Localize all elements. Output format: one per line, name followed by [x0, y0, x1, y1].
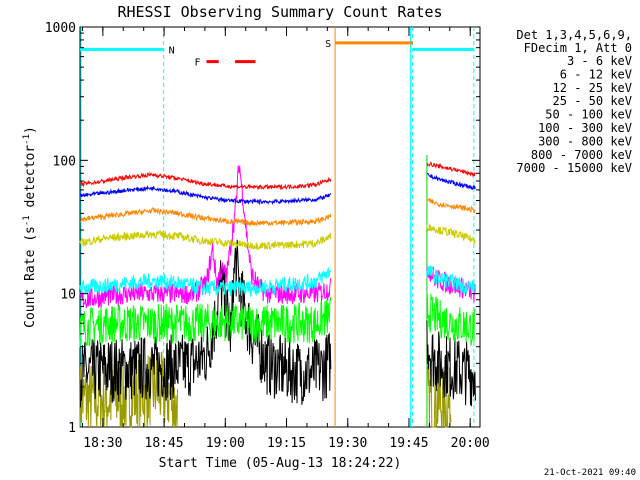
legend-entry: 6 - 12 keV	[560, 67, 632, 81]
series-line-3	[426, 265, 476, 295]
legend-entry: 3 - 6 keV	[567, 54, 632, 68]
legend-entry: 800 - 7000 keV	[531, 148, 632, 162]
y-axis-label-exp1: -1	[22, 215, 32, 226]
legend-entry: 100 - 300 keV	[538, 121, 632, 135]
x-tick-label: 18:45	[145, 436, 184, 451]
x-tick-label: 19:45	[389, 436, 428, 451]
series-line-4	[426, 223, 476, 244]
series-line-0	[426, 320, 476, 407]
timestamp: 21-Oct-2021 09:40	[544, 468, 636, 478]
plot-frame	[79, 26, 481, 428]
x-tick-label: 19:30	[328, 436, 367, 451]
series-line-6	[79, 184, 332, 206]
y-tick-label: 100	[53, 154, 76, 169]
legend-entry: 300 - 800 keV	[538, 134, 632, 148]
legend-header-line-1: Det 1,3,4,5,6,9,	[516, 28, 632, 42]
y-tick-label: 10	[60, 288, 76, 303]
legend-entry: 7000 - 15000 keV	[516, 161, 632, 175]
flare-label: F	[195, 58, 201, 69]
x-tick-label: 19:00	[206, 436, 245, 451]
y-tick-label: 1000	[45, 21, 76, 36]
series-line-6	[426, 172, 476, 190]
legend-entry: 25 - 50 keV	[553, 94, 632, 108]
series-line-2	[79, 296, 332, 348]
series-line-5	[426, 160, 476, 178]
legend-entry: 50 - 100 keV	[545, 108, 632, 122]
series-line-4	[79, 230, 332, 250]
series-line-5	[79, 171, 332, 191]
x-tick-label: 18:30	[83, 436, 122, 451]
series-line-2	[426, 293, 476, 346]
y-axis-label-end: )	[23, 126, 38, 134]
y-tick-label: 1	[68, 421, 76, 436]
x-tick-label: 19:15	[267, 436, 306, 451]
series-line-0	[79, 239, 332, 408]
y-axis-label-main: Count Rate (s	[23, 226, 38, 328]
y-axis-label-mid: detector	[23, 145, 38, 216]
legend-header-line-2: FDecim 1, Att 0	[524, 41, 632, 55]
series-line-3	[79, 267, 332, 298]
y-axis-label-exp2: -1	[22, 134, 32, 145]
legend: Det 1,3,4,5,6,9, FDecim 1, Att 0 3 - 6 k…	[516, 28, 632, 175]
chart-title: RHESSI Observing Summary Count Rates	[117, 3, 442, 21]
x-tick-label: 20:00	[451, 436, 490, 451]
x-ticks: 18:30 18:45 19:00 19:15 19:30 19:45 20:00	[81, 27, 490, 451]
series-line-7	[426, 198, 476, 214]
y-ticks: 1 10 100 1000	[45, 21, 480, 436]
y-axis-label: Count Rate (s-1 detector-1)	[22, 126, 38, 328]
series-line-1	[79, 165, 332, 308]
x-axis-label: Start Time (05-Aug-13 18:24:22)	[159, 456, 402, 471]
plot-area: N S F	[79, 27, 476, 429]
state-label: S	[325, 39, 331, 50]
svg-text:Count Rate (s-1 detector-1): Count Rate (s-1 detector-1)	[22, 126, 38, 328]
series-line-7	[79, 207, 332, 228]
state-label: N	[169, 45, 175, 56]
legend-entry: 12 - 25 keV	[553, 81, 632, 95]
